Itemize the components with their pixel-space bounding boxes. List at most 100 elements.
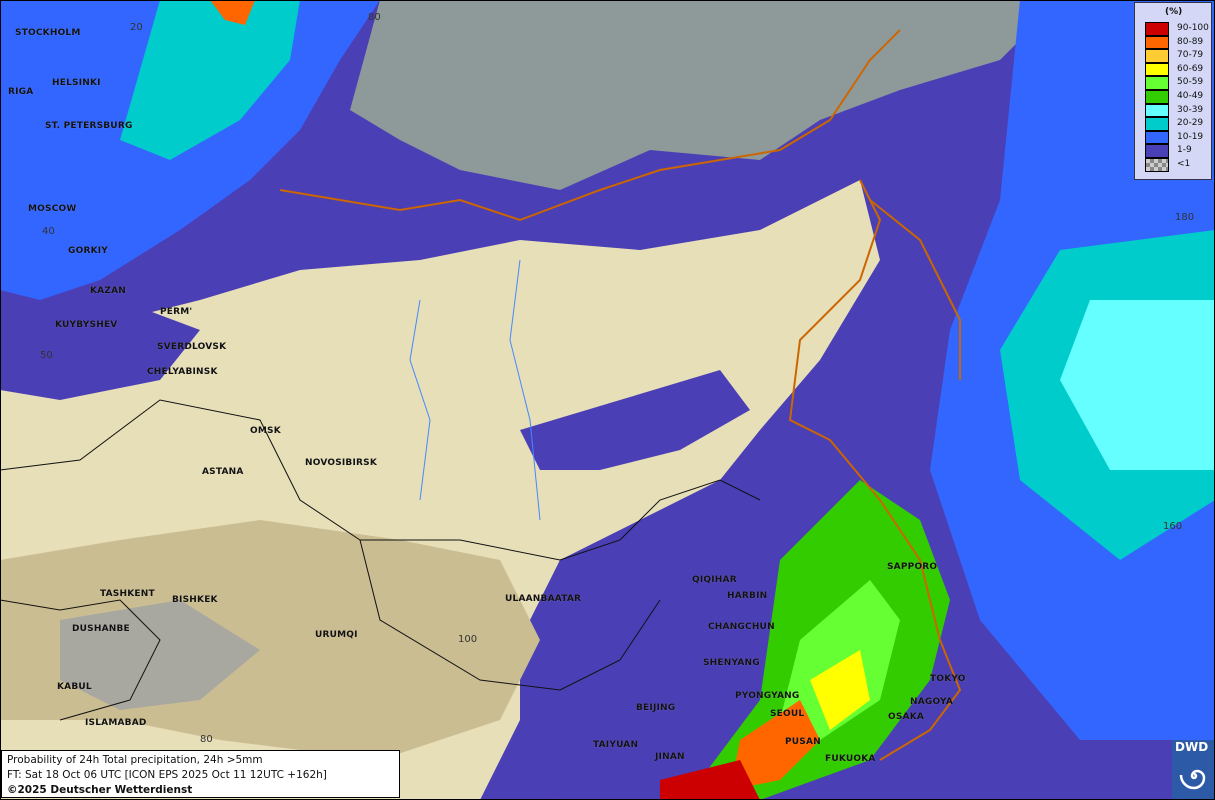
grid-label: 50	[40, 350, 53, 361]
legend-swatch	[1145, 76, 1169, 90]
city-label: SHENYANG	[703, 658, 760, 668]
city-label: ULAANBAATAR	[505, 594, 582, 604]
coastline	[279, 29, 901, 222]
coastline-pacific	[788, 179, 962, 761]
legend-swatch	[1145, 103, 1169, 118]
city-label: ISLAMABAD	[85, 718, 147, 728]
kamchatka-coast	[869, 199, 961, 380]
legend-label: 1-9	[1177, 145, 1192, 156]
west-siberia-precip	[0, 300, 200, 400]
siberia-precip-band	[520, 370, 750, 470]
legend: (%) 90-100 80-89 70-79 60-69 50-59 40-49 30-39…	[1134, 2, 1212, 180]
river	[409, 299, 431, 501]
yellow-area	[810, 650, 870, 730]
legend-label: 80-89	[1177, 36, 1204, 47]
dwd-logo-text: DWD	[1175, 740, 1209, 754]
river	[509, 259, 541, 521]
city-label: PUSAN	[785, 737, 821, 747]
city-label: CHELYABINSK	[147, 367, 218, 377]
caption-forecast-time: FT: Sat 18 Oct 06 UTC [ICON EPS 2025 Oct…	[7, 769, 327, 781]
legend-swatch	[1145, 117, 1169, 131]
legend-item: 1-9	[1145, 144, 1211, 158]
legend-item: 30-39	[1145, 103, 1211, 118]
west-teal-area	[120, 0, 300, 160]
city-label: MOSCOW	[28, 204, 77, 214]
legend-item: 10-19	[1145, 130, 1211, 145]
legend-item: 60-69	[1145, 62, 1211, 77]
city-label: NOVOSIBIRSK	[305, 458, 378, 468]
dwd-logo: DWD	[1172, 740, 1215, 800]
city-label: SEOUL	[770, 709, 805, 719]
city-label: FUKUOKA	[825, 754, 876, 764]
country-border	[0, 399, 761, 561]
city-label: KAZAN	[90, 286, 126, 296]
city-label: SVERDLOVSK	[157, 342, 227, 352]
city-label: HELSINKI	[52, 78, 101, 88]
legend-item: 50-59	[1145, 76, 1211, 90]
city-label: KUYBYSHEV	[55, 320, 118, 330]
city-label: JINAN	[655, 752, 685, 762]
legend-swatch	[1145, 90, 1169, 104]
legend-label: 30-39	[1177, 104, 1204, 115]
swirl-icon	[1179, 769, 1206, 790]
legend-label: 20-29	[1177, 118, 1204, 129]
grid-label: 100	[458, 634, 478, 645]
city-label: BISHKEK	[172, 595, 218, 605]
legend-label: <1	[1177, 159, 1191, 169]
legend-item: 40-49	[1145, 90, 1211, 104]
city-label: OMSK	[250, 426, 281, 436]
orange-area	[730, 700, 820, 790]
grid-label: 40	[42, 226, 55, 237]
west-blue-area	[0, 0, 380, 300]
legend-item: <1	[1145, 158, 1211, 172]
city-label: RIGA	[8, 87, 34, 97]
red-area	[660, 760, 760, 800]
caption-title: Probability of 24h Total precipitation, …	[7, 754, 263, 766]
map-caption: Probability of 24h Total precipitation, …	[1, 750, 400, 798]
legend-swatch	[1145, 22, 1169, 36]
legend-label: 60-69	[1177, 63, 1204, 74]
caption-copyright: ©2025 Deutscher Wetterdienst	[7, 784, 193, 796]
grid-label: 20	[130, 22, 143, 33]
city-label: PERM'	[160, 307, 193, 317]
legend-item: 90-100	[1145, 22, 1211, 36]
highland-area	[60, 600, 260, 710]
city-label: CHANGCHUN	[708, 622, 775, 632]
legend-swatch	[1145, 49, 1169, 63]
legend-swatch	[1145, 144, 1169, 158]
country-border	[359, 539, 661, 691]
city-label: PYONGYANG	[735, 691, 800, 701]
city-label: KABUL	[57, 682, 92, 692]
city-label: ASTANA	[202, 467, 244, 477]
legend-swatch	[1145, 158, 1169, 172]
grid-label: 80	[200, 734, 213, 745]
legend-label: 70-79	[1177, 50, 1204, 61]
city-label: URUMQI	[315, 630, 358, 640]
city-label: BEIJING	[636, 703, 676, 713]
legend-item: 20-29	[1145, 117, 1211, 131]
legend-swatch	[1145, 35, 1169, 50]
pacific-cyan-area	[1060, 300, 1215, 470]
city-label: DUSHANBE	[72, 624, 130, 634]
legend-swatch	[1145, 62, 1169, 77]
legend-label: 10-19	[1177, 131, 1204, 142]
city-label: TOKYO	[930, 674, 966, 684]
grid-label: 160	[1163, 521, 1183, 532]
city-label: QIQIHAR	[692, 575, 737, 585]
city-label: NAGOYA	[910, 697, 954, 707]
legend-label: 40-49	[1177, 91, 1204, 101]
country-border	[0, 599, 161, 721]
city-label: GORKIY	[68, 246, 109, 256]
grid-label: 180	[1175, 212, 1195, 223]
legend-label: 90-100	[1177, 23, 1209, 33]
legend-item: 80-89	[1145, 35, 1211, 50]
scandinavia-red-area	[210, 0, 255, 25]
city-label: TASHKENT	[100, 589, 155, 599]
city-label: HARBIN	[727, 591, 768, 601]
city-label: OSAKA	[888, 712, 925, 722]
legend-label: 50-59	[1177, 77, 1204, 88]
city-label: SAPPORO	[887, 562, 938, 572]
grid-label: 80	[368, 12, 381, 23]
legend-swatch	[1145, 130, 1169, 145]
